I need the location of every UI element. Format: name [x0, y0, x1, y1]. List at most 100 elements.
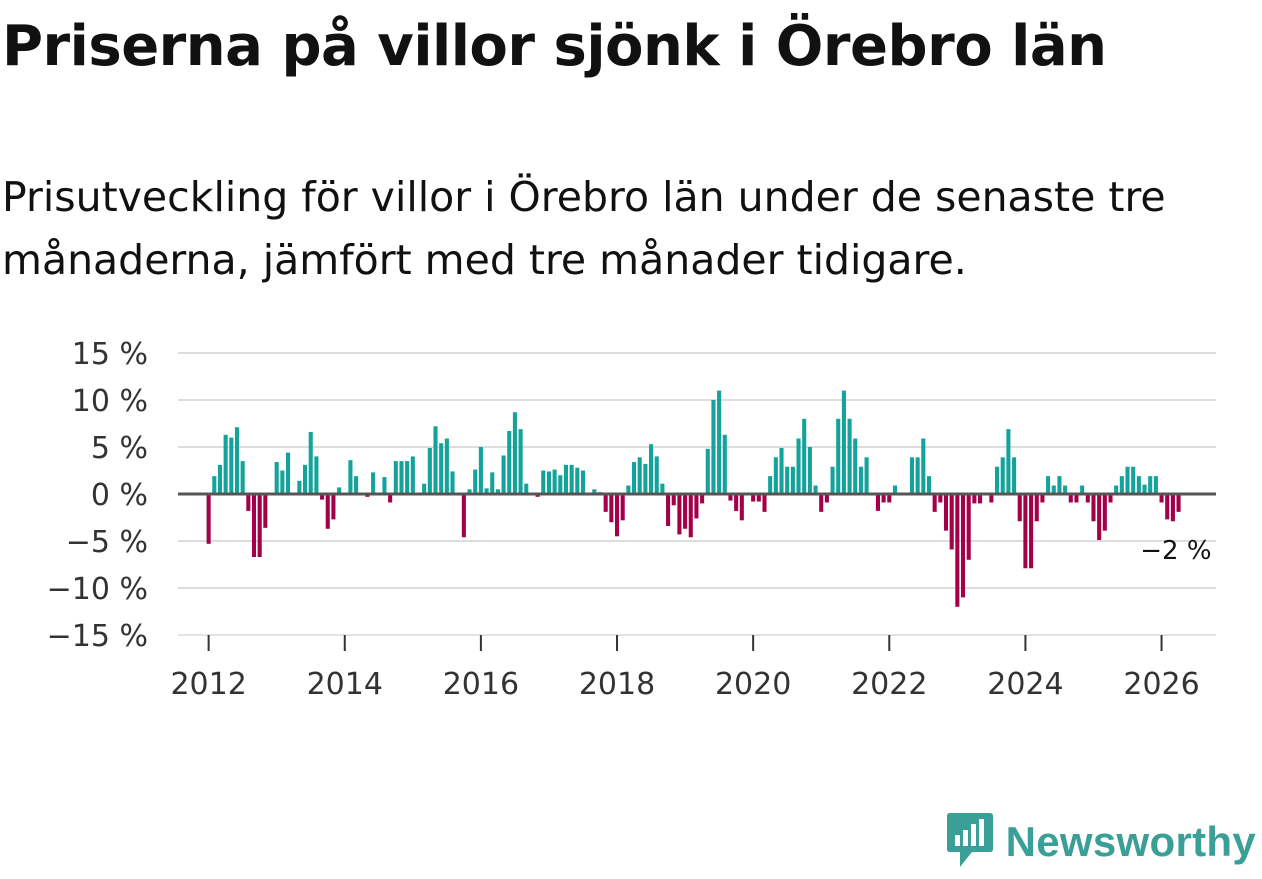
bar	[711, 400, 716, 494]
y-tick-label: 15 %	[72, 337, 148, 372]
x-tick-label: 2018	[579, 667, 655, 702]
bar	[461, 494, 466, 538]
bar	[864, 457, 869, 494]
bar	[762, 494, 767, 512]
bar	[393, 461, 398, 494]
bar	[217, 464, 223, 494]
bar	[337, 487, 342, 494]
bar	[1102, 494, 1107, 531]
bar	[410, 456, 415, 494]
bar	[654, 456, 659, 494]
bar	[229, 437, 234, 494]
bar	[580, 470, 586, 494]
bar	[251, 494, 257, 557]
bar	[1017, 494, 1022, 522]
bar	[1063, 485, 1068, 494]
bar	[796, 438, 801, 494]
bar	[841, 390, 846, 494]
bar	[280, 470, 285, 494]
bar	[1165, 494, 1170, 520]
bar	[1153, 476, 1158, 494]
bar	[1012, 457, 1017, 494]
bar	[705, 448, 710, 494]
bar	[1029, 494, 1034, 569]
bar-chart: 15 %10 %5 %0 %−5 %−10 %−15 % 2012 2014 201…	[47, 337, 1216, 702]
bar	[1142, 484, 1147, 494]
bar	[1170, 494, 1175, 522]
x-tick-label: 2026	[1123, 667, 1199, 702]
bar	[314, 456, 319, 494]
bar	[836, 418, 841, 494]
bar	[909, 457, 915, 494]
bar	[819, 494, 824, 512]
x-tick-label: 2024	[987, 667, 1063, 702]
bar	[422, 483, 427, 494]
bar	[1114, 485, 1119, 494]
brand-name: Newsworthy	[1005, 818, 1256, 865]
bar	[807, 447, 812, 494]
bar	[847, 418, 852, 494]
bar	[960, 494, 966, 598]
bar	[756, 494, 761, 502]
bar	[467, 489, 472, 494]
bar	[592, 489, 597, 494]
bar	[1057, 476, 1062, 494]
bar	[614, 494, 620, 537]
bar	[620, 494, 625, 521]
bar	[1131, 466, 1136, 494]
bar	[1023, 494, 1028, 569]
bar	[688, 494, 693, 538]
bar	[632, 462, 637, 494]
bar	[966, 494, 971, 560]
bar	[257, 494, 262, 557]
bar	[1119, 476, 1124, 494]
bar	[263, 494, 268, 528]
y-tick-label: 0 %	[91, 478, 148, 513]
bar	[1046, 476, 1051, 494]
bar	[303, 464, 308, 494]
bar	[1051, 485, 1056, 494]
bar	[915, 457, 920, 494]
bar	[751, 494, 756, 502]
bar	[348, 460, 353, 494]
bar	[717, 390, 722, 494]
bar	[728, 494, 733, 501]
bar	[779, 447, 784, 494]
bar	[382, 477, 387, 494]
bar	[495, 489, 500, 494]
bar	[603, 494, 608, 512]
bar	[240, 461, 245, 494]
bar	[331, 494, 336, 520]
y-tick-label: 10 %	[72, 384, 148, 419]
bar	[512, 412, 517, 494]
chart-title: Priserna på villor sjönk i Örebro län	[2, 14, 1107, 79]
bar	[926, 476, 932, 494]
x-tick-label: 2012	[170, 667, 246, 702]
bar	[518, 429, 523, 494]
chart-subtitle: Prisutveckling för villor i Örebro län u…	[2, 173, 1166, 284]
bar	[1006, 429, 1011, 494]
y-tick-label: −10 %	[47, 572, 148, 607]
bar	[234, 427, 240, 494]
bar	[1176, 494, 1181, 512]
annotations: −2 %	[1140, 536, 1211, 566]
bar	[773, 457, 778, 494]
bar	[734, 494, 739, 511]
bar	[739, 494, 744, 521]
x-tick-label: 2016	[443, 667, 519, 702]
bars	[206, 390, 1181, 607]
bar	[399, 461, 404, 494]
bar	[575, 467, 580, 494]
y-tick-label: −15 %	[47, 619, 148, 654]
bar	[569, 464, 574, 494]
bar	[371, 472, 376, 494]
bar	[206, 494, 211, 544]
bar	[405, 461, 410, 494]
last-value-label: −2 %	[1140, 536, 1211, 566]
bar	[1040, 494, 1045, 503]
bar	[450, 471, 455, 494]
bar	[1159, 494, 1164, 503]
bar	[563, 464, 569, 494]
bar	[484, 488, 489, 494]
bar	[722, 434, 727, 494]
